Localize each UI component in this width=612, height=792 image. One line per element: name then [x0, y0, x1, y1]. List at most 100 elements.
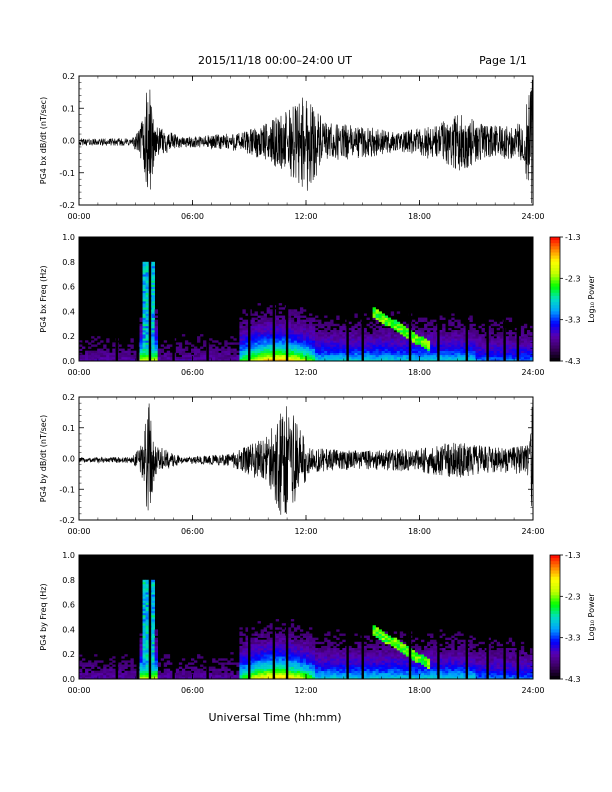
x-tick-label: 12:00 [294, 527, 317, 536]
spectrogram-cell [260, 666, 264, 669]
spectrogram-cell [151, 342, 155, 345]
spectrogram-cell [142, 586, 146, 589]
spectrogram-cell [130, 670, 134, 674]
spectrogram-cell [266, 648, 270, 651]
spectrogram-cell [472, 666, 476, 669]
spectrogram-cell [424, 348, 428, 351]
spectrogram-cell [357, 660, 361, 663]
spectrogram-cell [514, 350, 519, 354]
spectrogram-cell [414, 346, 419, 349]
spectrogram-cell [306, 635, 310, 638]
spectrogram-cell [411, 354, 416, 358]
spectrogram-cell [487, 648, 491, 651]
spectrogram-cell [260, 358, 264, 362]
spectrogram-cell [336, 670, 340, 674]
spectrogram-cell [184, 664, 189, 667]
spectrogram-cell [154, 656, 158, 659]
spectrogram-cell [260, 350, 264, 354]
spectrogram-cell [306, 668, 310, 672]
spectrogram-cell [457, 652, 461, 655]
spectrogram-cell [469, 330, 473, 333]
spectrogram-cell [378, 666, 382, 669]
spectrogram-cell [466, 660, 470, 663]
spectrogram-cell [523, 354, 528, 358]
spectrogram-cell [203, 354, 207, 358]
spectrogram-cell [333, 641, 337, 645]
spectrogram-cell [402, 342, 407, 345]
spectrogram-cell [460, 645, 464, 649]
spectrogram-cell [487, 643, 491, 647]
spectrogram-cell [366, 348, 370, 351]
spectrogram-cell [281, 660, 286, 663]
spectrogram-cell [460, 332, 464, 335]
spectrogram-cell [254, 664, 258, 667]
spectrogram-cell [433, 330, 437, 333]
spectrogram-cell [517, 344, 522, 347]
spectrogram-cell [293, 352, 298, 356]
spectrogram-cell [281, 317, 286, 320]
spectrogram-cell [457, 354, 461, 358]
spectrogram-cell [421, 358, 425, 362]
spectrogram-cell [154, 643, 158, 647]
spectrogram-cell [263, 654, 267, 657]
spectrogram-cell [91, 358, 95, 362]
spectrogram-cell [139, 325, 143, 329]
spectrogram-cell [363, 348, 367, 351]
spectrogram-cell [375, 650, 379, 653]
colorbar-segment [550, 351, 560, 356]
spectrogram-cell [442, 676, 446, 680]
spectrogram-cell [411, 358, 416, 362]
spectrogram-cell [281, 664, 286, 667]
spectrogram-cell [481, 334, 485, 337]
spectrogram-cell [454, 637, 458, 641]
spectrogram-cell [448, 656, 452, 659]
spectrogram-cell [421, 317, 425, 320]
spectrogram-cell [363, 336, 367, 339]
colorbar-segment [550, 348, 560, 353]
spectrogram-cell [475, 660, 479, 663]
spectrogram-cell [457, 334, 461, 337]
spectrogram-cell [145, 346, 149, 349]
spectrogram-cell [293, 321, 298, 325]
spectrogram-cell [278, 350, 283, 354]
spectrogram-cell [227, 674, 231, 678]
spectrogram-cell [390, 338, 395, 341]
spectrogram-cell [145, 608, 149, 612]
spectrogram-cell [142, 656, 146, 659]
spectrogram-cell [511, 352, 516, 356]
spectrogram-cell [260, 658, 264, 661]
spectrogram-cell [287, 334, 292, 337]
spectrogram-cell [100, 358, 104, 362]
spectrogram-cell [287, 354, 292, 358]
spectrogram-cell [94, 676, 98, 680]
spectrogram-cell [242, 344, 246, 347]
spectrogram-cell [245, 637, 249, 641]
spectrogram-cell [194, 670, 198, 674]
spectrogram-cell [306, 317, 310, 320]
spectrogram-cell [278, 325, 283, 329]
spectrogram-cell [257, 327, 261, 331]
spectrogram-cell [302, 309, 307, 312]
spectrogram-cell [127, 356, 131, 360]
spectrogram-cell [336, 668, 340, 672]
spectrogram-cell [103, 664, 107, 667]
spectrogram-cell [175, 670, 180, 674]
spectrogram-cell [275, 650, 280, 653]
spectrogram-cell [302, 633, 307, 636]
spectrogram-cell [212, 358, 216, 362]
spectrogram-cell [396, 334, 401, 337]
spectrogram-cell [263, 668, 267, 672]
spectrogram-cell [451, 656, 455, 659]
spectrogram-cell [318, 358, 322, 362]
spectrogram-cell [414, 654, 419, 657]
spectrogram-cell [200, 656, 204, 659]
spectrogram-cell [478, 348, 482, 351]
spectrogram-cell [306, 338, 310, 341]
spectrogram-cell [315, 315, 319, 318]
spectrogram-cell [281, 358, 286, 362]
spectrogram-cell [97, 342, 101, 345]
spectrogram-cell [269, 323, 274, 327]
spectrogram-cell [433, 334, 437, 337]
spectrogram-cell [309, 319, 313, 323]
spectrogram-cell [463, 358, 467, 362]
